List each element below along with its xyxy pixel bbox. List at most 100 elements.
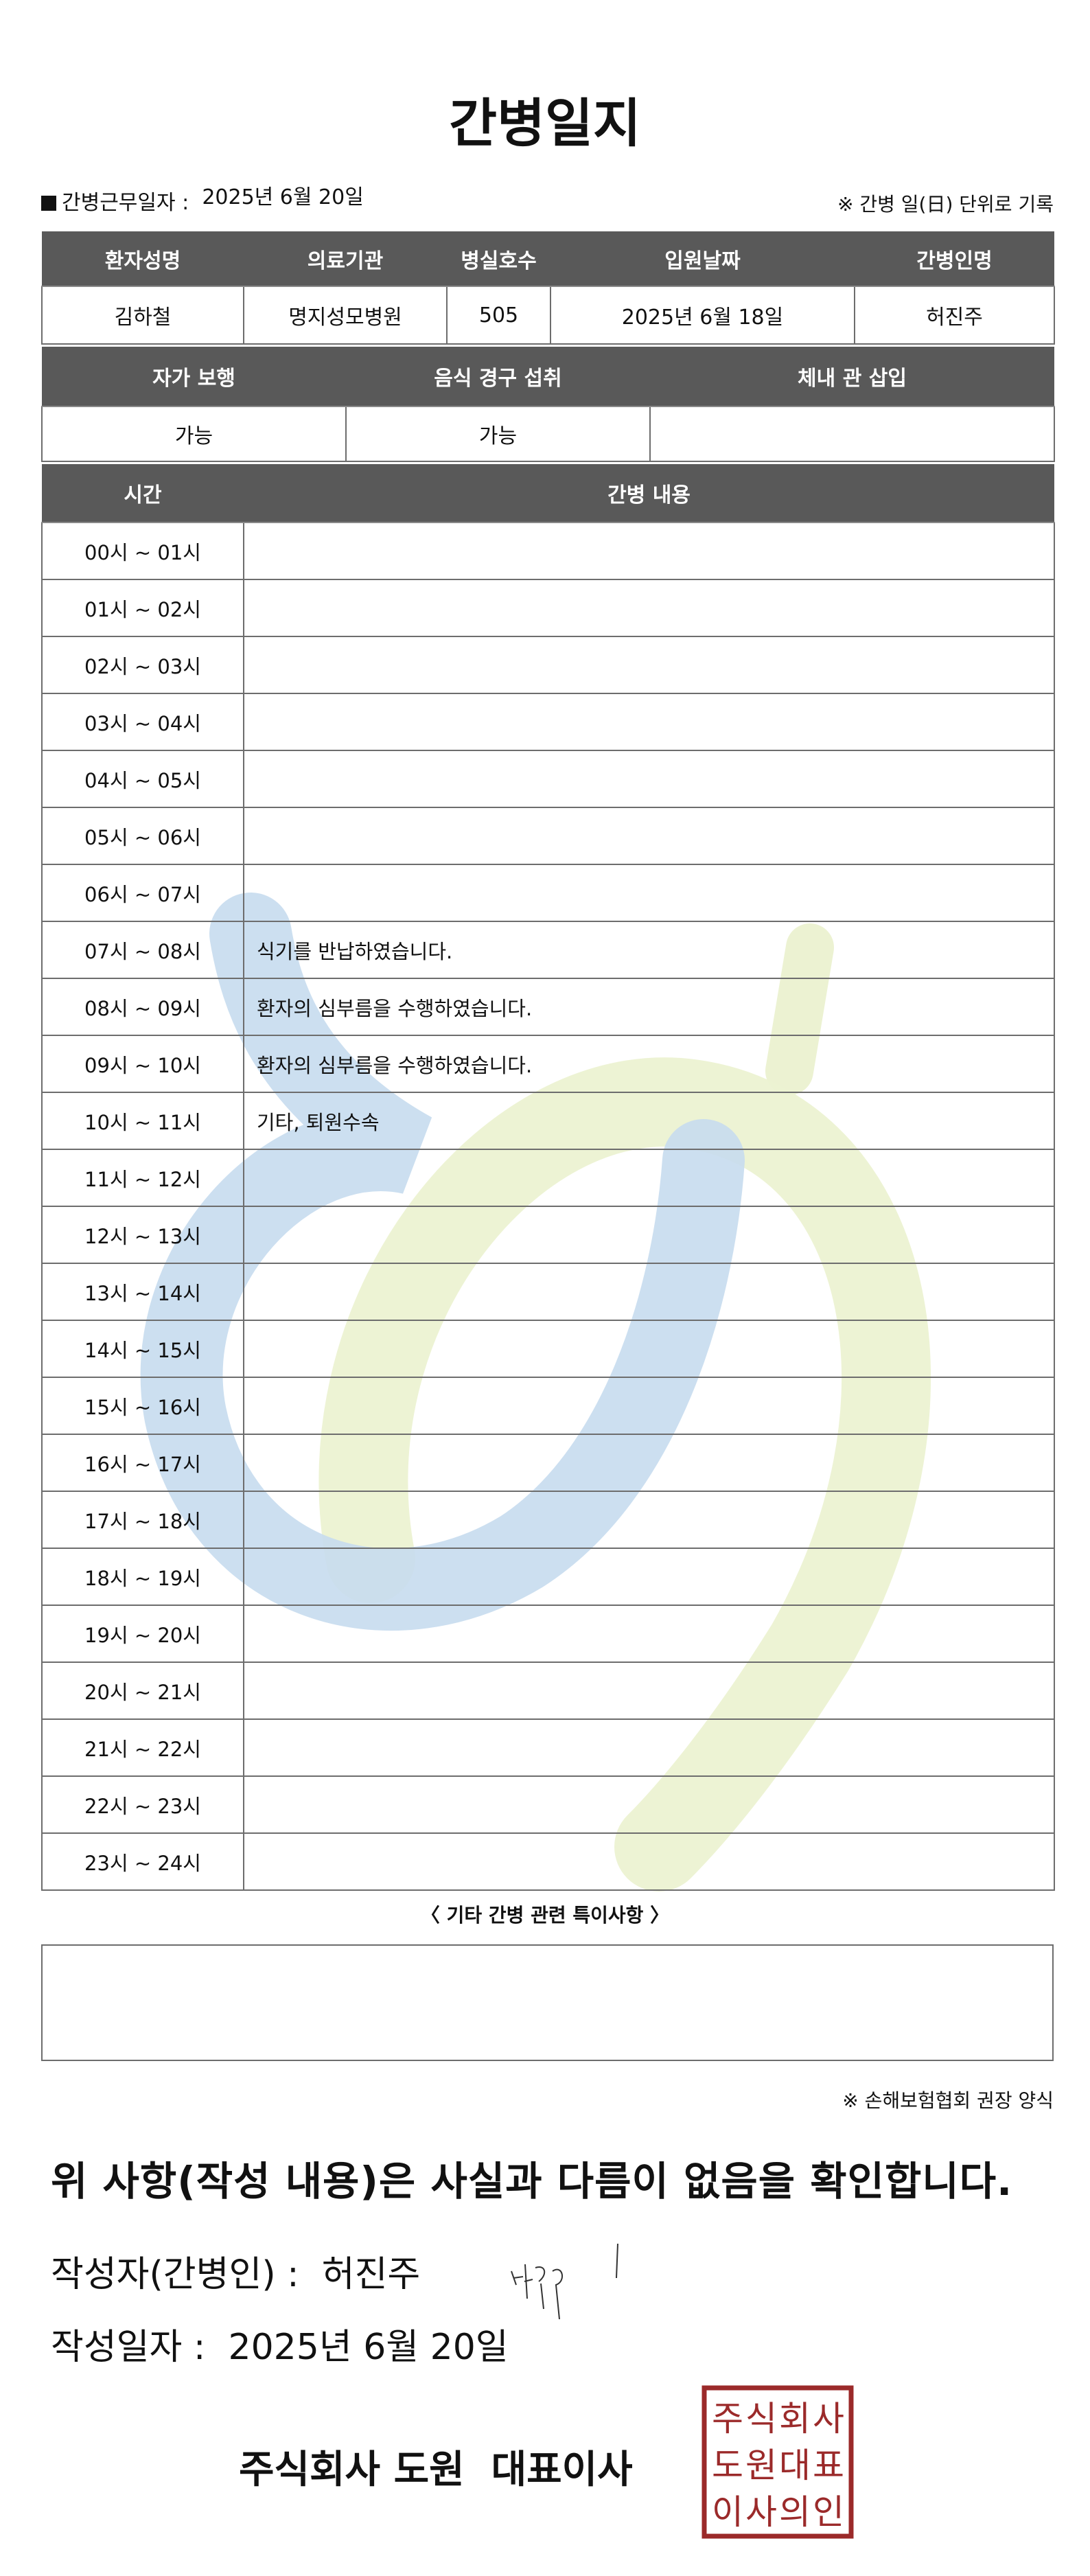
stamp-char: 표 xyxy=(813,2446,844,2485)
patient-info-table: 환자성명 의료기관 병실호수 입원날짜 간병인명 김하철 명지성모병원 505 … xyxy=(41,231,1055,345)
log-content[interactable] xyxy=(243,807,1055,865)
log-content[interactable] xyxy=(243,1149,1055,1207)
oral-intake-value: 가능 xyxy=(345,406,651,462)
stamp-char: 인 xyxy=(813,2492,844,2532)
log-content[interactable] xyxy=(243,1775,1055,1834)
stamp-char: 사 xyxy=(813,2399,844,2439)
writer-line: 작성자(간병인) : 허진주 xyxy=(51,2245,420,2297)
log-time: 12시 ~ 13시 xyxy=(41,1206,244,1264)
log-row: 19시 ~ 20시 xyxy=(41,1605,1055,1663)
header-hospital: 의료기관 xyxy=(244,231,447,287)
other-notes-label: 〈 기타 간병 관련 특이사항 〉 xyxy=(420,1904,670,1927)
log-content[interactable] xyxy=(243,1434,1055,1492)
log-row: 23시 ~ 24시 xyxy=(41,1832,1055,1891)
log-content[interactable]: 식기를 반납하였습니다. xyxy=(243,921,1055,979)
log-row: 11시 ~ 12시 xyxy=(41,1149,1055,1207)
walking-value: 가능 xyxy=(41,406,347,462)
company-seal-stamp: 주 식 회 사도 원 대 표이 사 의 인 xyxy=(701,2385,854,2539)
log-time: 19시 ~ 20시 xyxy=(41,1605,244,1663)
company-representative: 주식회사 도원 대표이사 xyxy=(239,2448,633,2492)
header-tube-insertion: 체내 관 삽입 xyxy=(650,347,1054,407)
log-time: 06시 ~ 07시 xyxy=(41,864,244,922)
log-content[interactable] xyxy=(243,1548,1055,1606)
log-row: 18시 ~ 19시 xyxy=(41,1548,1055,1606)
caregiver-name: 허진주 xyxy=(854,286,1055,345)
log-row: 04시 ~ 05시 xyxy=(41,750,1055,808)
log-row: 16시 ~ 17시 xyxy=(41,1434,1055,1492)
stamp-char: 식 xyxy=(745,2399,777,2439)
log-row: 10시 ~ 11시 기타, 퇴원수속 xyxy=(41,1092,1055,1150)
writer-name: 허진주 xyxy=(321,2254,421,2295)
handwritten-signature xyxy=(511,2244,618,2319)
log-time: 08시 ~ 09시 xyxy=(41,978,244,1036)
log-time: 09시 ~ 10시 xyxy=(41,1035,244,1093)
log-content[interactable] xyxy=(243,1320,1055,1378)
confirmation-statement: 위 사항(작성 내용)은 사실과 다름이 없음을 확인합니다. xyxy=(51,2158,1013,2205)
patient-name: 김하철 xyxy=(41,286,244,345)
log-content[interactable]: 기타, 퇴원수속 xyxy=(243,1092,1055,1150)
log-row: 06시 ~ 07시 xyxy=(41,864,1055,922)
other-notes-box xyxy=(41,1944,1054,2061)
log-content[interactable] xyxy=(243,1206,1055,1264)
log-time: 21시 ~ 22시 xyxy=(41,1718,244,1777)
log-time: 14시 ~ 15시 xyxy=(41,1320,244,1378)
log-content[interactable]: 환자의 심부름을 수행하였습니다. xyxy=(243,978,1055,1036)
care-log-rows: 00시 ~ 01시 01시 ~ 02시 02시 ~ 03시 03시 ~ 04시 04시 … xyxy=(41,522,1055,1891)
written-date-label: 작성일자 : xyxy=(51,2327,206,2368)
log-content[interactable] xyxy=(243,1605,1055,1663)
stamp-char: 원 xyxy=(745,2446,777,2485)
log-content[interactable] xyxy=(243,1661,1055,1720)
log-content[interactable] xyxy=(243,636,1055,694)
hospital: 명지성모병원 xyxy=(243,286,448,345)
log-row: 00시 ~ 01시 xyxy=(41,522,1055,580)
header-room: 병실호수 xyxy=(447,231,550,287)
log-time: 00시 ~ 01시 xyxy=(41,522,244,580)
log-content[interactable] xyxy=(243,1263,1055,1321)
log-content[interactable] xyxy=(243,1718,1055,1777)
log-time: 13시 ~ 14시 xyxy=(41,1263,244,1321)
log-row: 02시 ~ 03시 xyxy=(41,636,1055,694)
log-time: 23시 ~ 24시 xyxy=(41,1832,244,1891)
log-content[interactable] xyxy=(243,579,1055,637)
log-time: 10시 ~ 11시 xyxy=(41,1092,244,1150)
work-date-label: 간병근무일자 : xyxy=(62,191,189,215)
log-time: 05시 ~ 06시 xyxy=(41,807,244,865)
work-date: 간병근무일자 : 2025년 6월 20일 xyxy=(41,185,364,216)
log-content[interactable] xyxy=(243,750,1055,808)
log-time: 11시 ~ 12시 xyxy=(41,1149,244,1207)
log-content[interactable] xyxy=(243,1377,1055,1435)
log-content[interactable] xyxy=(243,522,1055,580)
writer-label: 작성자(간병인) : xyxy=(51,2254,299,2295)
log-time: 18시 ~ 19시 xyxy=(41,1548,244,1606)
log-row: 21시 ~ 22시 xyxy=(41,1718,1055,1777)
log-time: 03시 ~ 04시 xyxy=(41,693,244,751)
log-time: 15시 ~ 16시 xyxy=(41,1377,244,1435)
log-row: 09시 ~ 10시 환자의 심부름을 수행하였습니다. xyxy=(41,1035,1055,1093)
log-content[interactable] xyxy=(243,1832,1055,1891)
log-time: 01시 ~ 02시 xyxy=(41,579,244,637)
work-date-value: 2025년 6월 20일 xyxy=(202,185,364,209)
log-row: 03시 ~ 04시 xyxy=(41,693,1055,751)
log-content[interactable]: 환자의 심부름을 수행하였습니다. xyxy=(243,1035,1055,1093)
log-row: 15시 ~ 16시 xyxy=(41,1377,1055,1435)
unit-note: ※ 간병 일(日) 단위로 기록 xyxy=(837,193,1054,216)
log-time: 04시 ~ 05시 xyxy=(41,750,244,808)
log-time: 07시 ~ 08시 xyxy=(41,921,244,979)
header-admission-date: 입원날짜 xyxy=(550,231,855,287)
header-caregiver: 간병인명 xyxy=(855,231,1054,287)
form-note: ※ 손해보험협회 권장 양식 xyxy=(842,2089,1054,2112)
stamp-char: 이 xyxy=(712,2492,743,2532)
stamp-char: 의 xyxy=(779,2492,811,2532)
log-content[interactable] xyxy=(243,693,1055,751)
log-row: 17시 ~ 18시 xyxy=(41,1491,1055,1549)
log-content[interactable] xyxy=(243,1491,1055,1549)
log-row: 22시 ~ 23시 xyxy=(41,1775,1055,1834)
stamp-char: 주 xyxy=(712,2399,743,2439)
stamp-char: 회 xyxy=(779,2399,811,2439)
log-row: 08시 ~ 09시 환자의 심부름을 수행하였습니다. xyxy=(41,978,1055,1036)
log-time: 22시 ~ 23시 xyxy=(41,1775,244,1834)
log-time: 02시 ~ 03시 xyxy=(41,636,244,694)
log-row: 07시 ~ 08시 식기를 반납하였습니다. xyxy=(41,921,1055,979)
care-log-table: 시간 간병 내용 00시 ~ 01시 01시 ~ 02시 02시 ~ 03시 03시 … xyxy=(41,464,1055,1891)
log-content[interactable] xyxy=(243,864,1055,922)
